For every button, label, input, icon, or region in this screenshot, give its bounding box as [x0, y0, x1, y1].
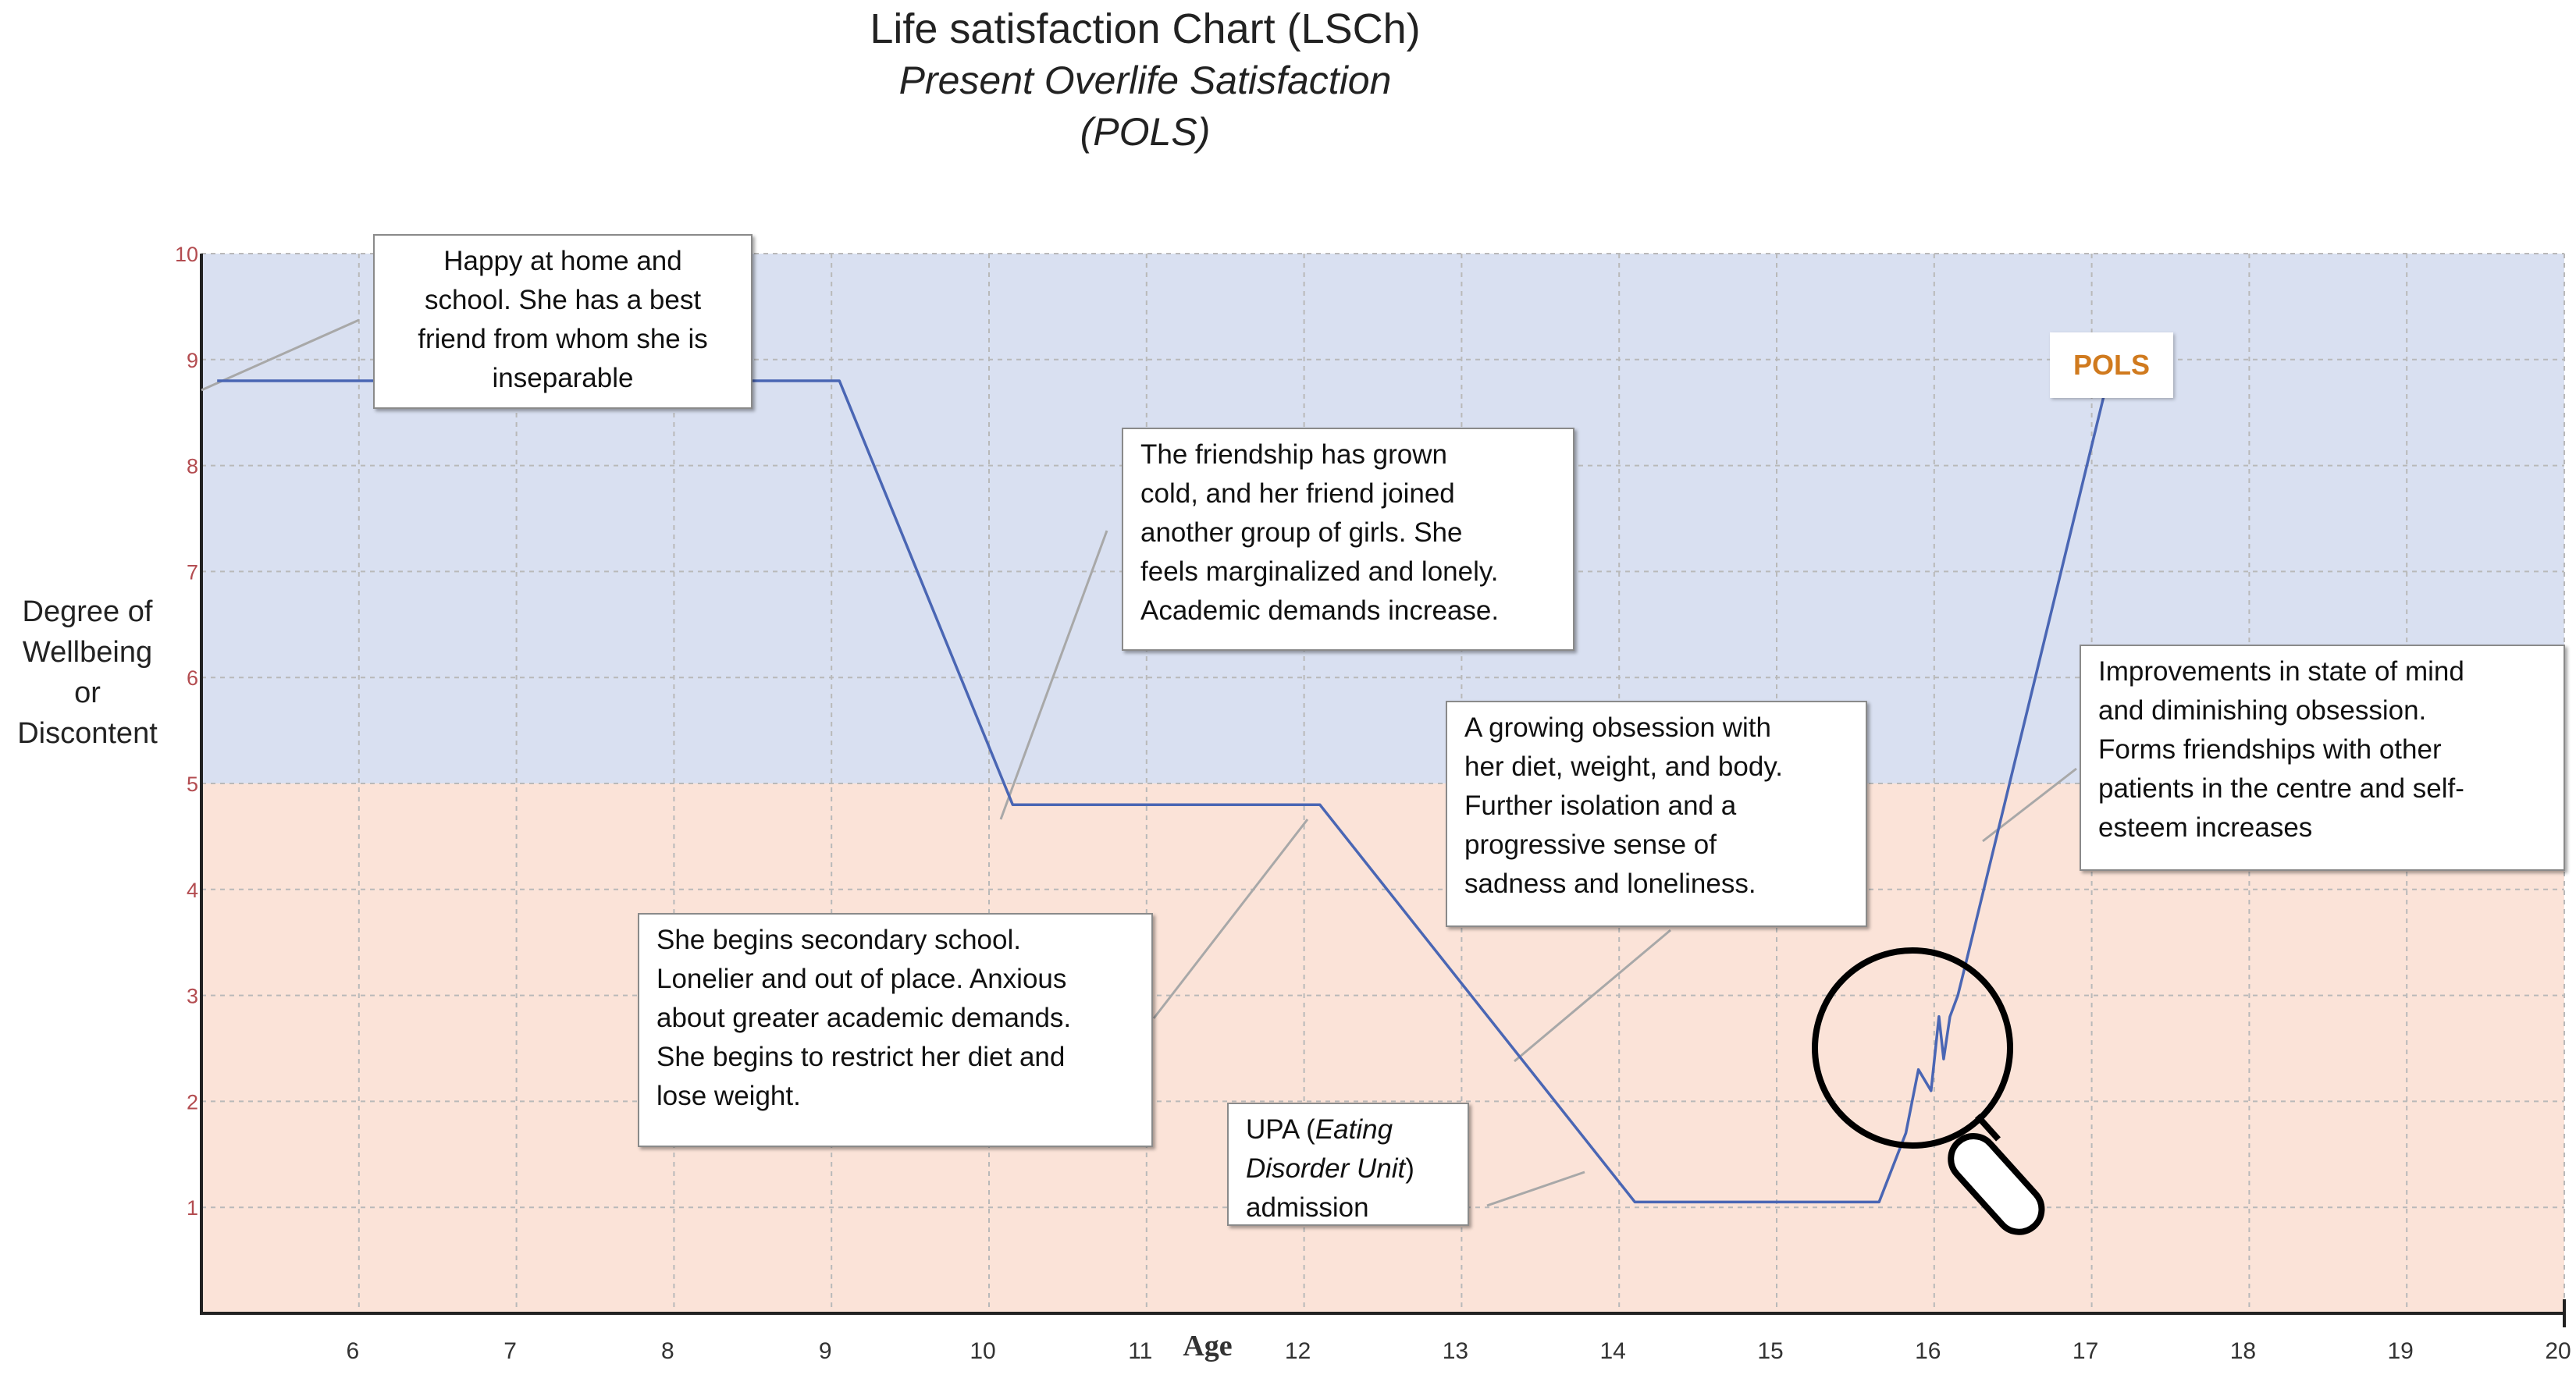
y-tick-label: 4	[187, 879, 198, 902]
annotation-line: progressive sense of	[1464, 829, 1717, 860]
annotation-text: )	[1405, 1153, 1414, 1184]
x-tick-label: 7	[503, 1338, 517, 1364]
annotation-happy: Happy at home and school. She has a best…	[373, 234, 753, 409]
x-tick-label: 20	[2545, 1338, 2571, 1364]
x-tick-label: 17	[2073, 1338, 2098, 1364]
y-tick-label: 8	[187, 455, 198, 478]
chart-title: Life satisfaction Chart (LSCh)	[870, 5, 1420, 52]
annotation-line: school. She has a best	[424, 285, 702, 315]
annotation-line: She begins secondary school.	[656, 925, 1021, 955]
annotation-leader-line	[1152, 819, 1309, 1019]
y-axis-label: Discontent	[17, 717, 158, 750]
annotation-line: Happy at home and	[443, 246, 682, 276]
magnifier-neck	[1975, 1114, 2001, 1142]
y-tick-label: 7	[187, 560, 198, 584]
annotation-leader-line	[999, 530, 1108, 820]
magnifier-lens	[1812, 947, 2013, 1149]
x-axis-label: Age	[1183, 1330, 1232, 1362]
chart-subtitle: (POLS)	[1080, 110, 1211, 154]
annotation-upa-admission: UPA (Eating Disorder Unit) admission	[1227, 1103, 1469, 1226]
x-tick-label: 18	[2230, 1338, 2256, 1364]
x-tick-label: 9	[819, 1338, 832, 1364]
x-tick-label: 12	[1285, 1338, 1311, 1364]
annotation-leader-line	[1486, 1171, 1585, 1207]
annotation-leader-line	[1514, 929, 1671, 1063]
chart-subtitle: Present Overlife Satisfaction	[899, 59, 1392, 102]
annotation-line: inseparable	[492, 363, 634, 393]
y-tick-label: 5	[187, 773, 198, 796]
x-tick-label: 16	[1915, 1338, 1941, 1364]
y-tick-label: 3	[187, 985, 198, 1008]
y-axis-label: Wellbeing	[23, 636, 152, 669]
annotation-line: A growing obsession with	[1464, 712, 1771, 743]
series-label-pols: POLS	[2050, 332, 2173, 398]
annotation-line: friend from whom she is	[418, 324, 708, 354]
annotation-improvements: Improvements in state of mind and dimini…	[2080, 645, 2565, 871]
y-tick-label: 10	[175, 243, 198, 266]
x-tick-label: 8	[661, 1338, 674, 1364]
annotation-line: her diet, weight, and body.	[1464, 751, 1783, 782]
annotation-line: lose weight.	[656, 1081, 801, 1111]
series-line-pols	[217, 379, 2109, 1204]
magnifier-handle	[1948, 1133, 2045, 1235]
x-tick-label: 14	[1600, 1338, 1626, 1364]
annotation-leader-line	[201, 318, 360, 392]
annotation-line: Forms friendships with other	[2098, 734, 2442, 765]
y-tick-label: 2	[187, 1090, 198, 1114]
annotation-line: patients in the centre and self-	[2098, 773, 2464, 804]
annotation-line: Lonelier and out of place. Anxious	[656, 964, 1067, 994]
x-tick-label: 10	[970, 1338, 995, 1364]
y-axis-label: Degree of	[23, 595, 153, 628]
annotation-line: cold, and her friend joined	[1140, 478, 1455, 509]
annotation-line: Academic demands increase.	[1140, 595, 1500, 626]
annotation-line: sadness and loneliness.	[1464, 869, 1756, 899]
x-tick-label: 15	[1757, 1338, 1783, 1364]
y-tick-label: 1	[187, 1196, 198, 1220]
y-tick-label: 9	[187, 349, 198, 372]
x-tick-label: 19	[2388, 1338, 2414, 1364]
annotation-line: UPA (Eating Disorder Unit)	[1246, 1110, 1450, 1188]
y-axis-label: or	[74, 677, 101, 709]
x-tick-label: 6	[346, 1338, 359, 1364]
annotation-line: Improvements in state of mind	[2098, 656, 2464, 687]
x-tick-label: 11	[1128, 1338, 1152, 1364]
annotation-line: esteem increases	[2098, 812, 2313, 843]
annotation-line: Further isolation and a	[1464, 790, 1737, 821]
annotation-secondary-school: She begins secondary school. Lonelier an…	[638, 913, 1153, 1147]
annotation-text: UPA (	[1246, 1114, 1315, 1145]
annotation-line: and diminishing obsession.	[2098, 695, 2427, 726]
x-tick-label: 13	[1443, 1338, 1468, 1364]
annotation-friendship: The friendship has grown cold, and her f…	[1122, 428, 1574, 651]
magnifier-icon	[1812, 947, 2045, 1235]
annotation-obsession: A growing obsession with her diet, weigh…	[1446, 701, 1867, 927]
annotation-line: The friendship has grown	[1140, 439, 1447, 470]
annotation-line: another group of girls. She	[1140, 517, 1463, 548]
annotation-italic: Eating Disorder Unit	[1246, 1114, 1406, 1184]
y-tick-label: 6	[187, 666, 198, 690]
annotation-line: feels marginalized and lonely.	[1140, 556, 1499, 587]
annotation-line: about greater academic demands.	[656, 1003, 1072, 1033]
annotation-line: She begins to restrict her diet and	[656, 1042, 1066, 1072]
annotation-line: admission	[1246, 1192, 1369, 1223]
